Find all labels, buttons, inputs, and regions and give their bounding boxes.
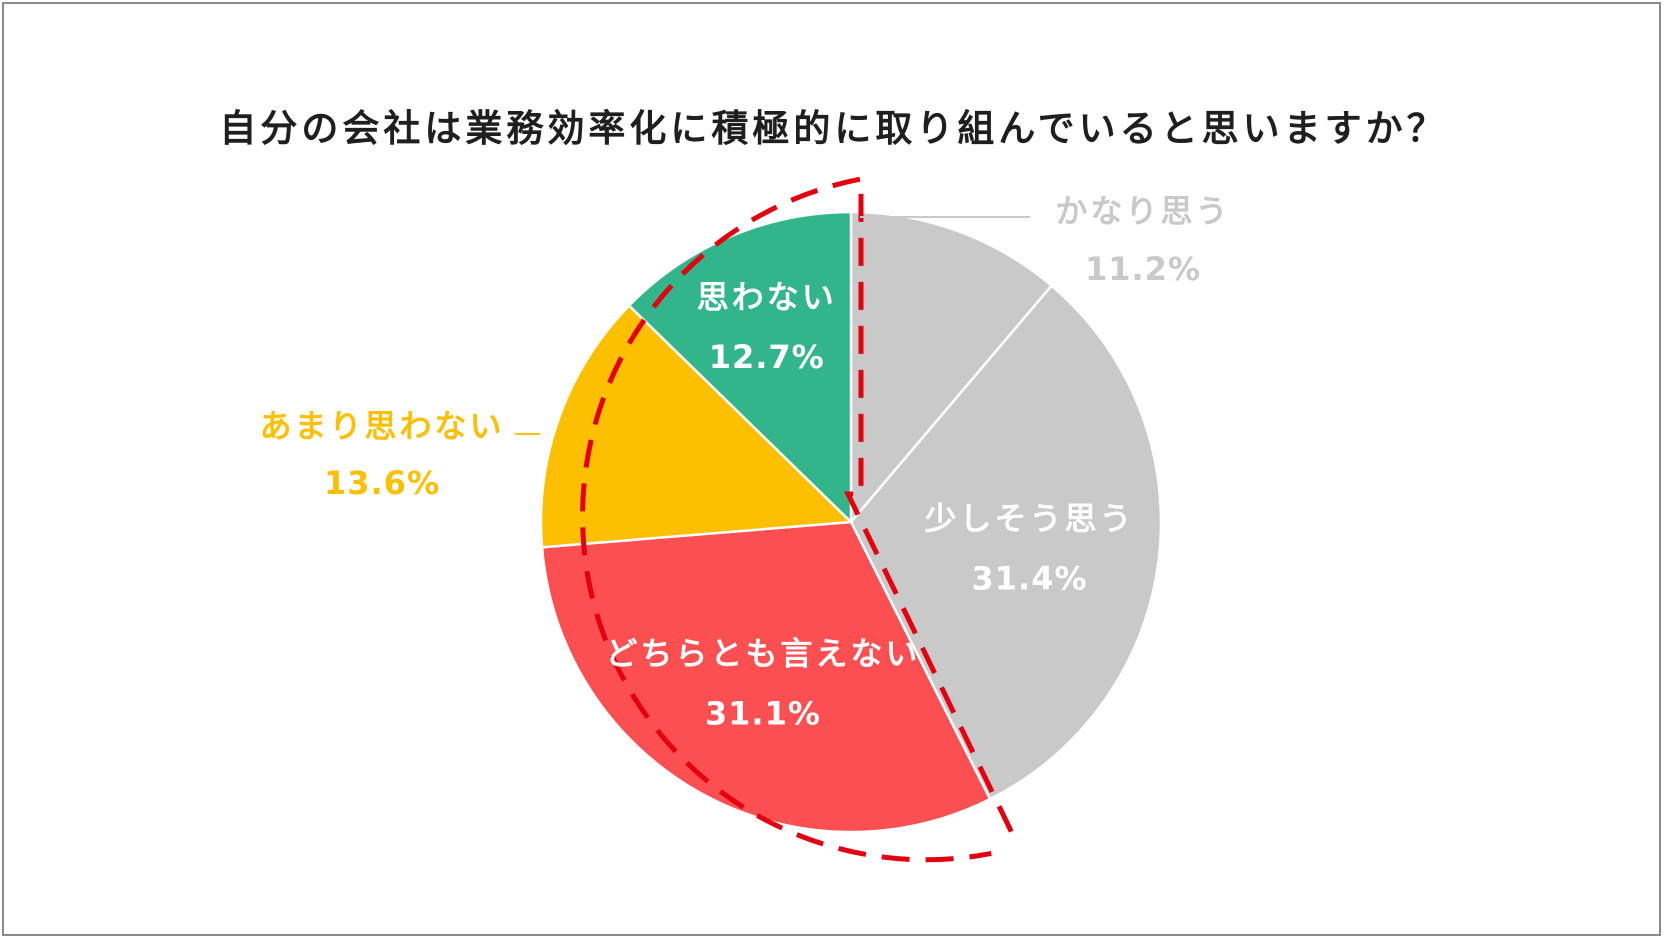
slice-2-wedge bbox=[849, 283, 1163, 801]
chart-title: 自分の会社は業務効率化に積極的に取り組んでいると思いますか？ bbox=[219, 107, 1448, 150]
pie-slices bbox=[539, 210, 1163, 834]
slice-4-value: 13.6% bbox=[324, 464, 440, 502]
slice-3-value: 31.1% bbox=[705, 695, 821, 733]
slice-3-label: どちらとも言えない bbox=[605, 635, 920, 673]
highlight-dashed-outline bbox=[580, 175, 1014, 863]
slice-5-value: 12.7% bbox=[709, 338, 825, 376]
slice-1-wedge bbox=[849, 210, 1054, 526]
slice-2-label: 少しそう思う bbox=[925, 499, 1135, 537]
slice-1-value: 11.2% bbox=[1085, 250, 1201, 288]
slice-5-label: 思わない bbox=[697, 278, 837, 316]
highlight-outline bbox=[580, 175, 1014, 863]
slice-1-label: かなり思う bbox=[1055, 192, 1230, 230]
slice-2-value: 31.4% bbox=[972, 559, 1088, 597]
leader-lines bbox=[515, 216, 1030, 435]
slice-4-label: あまり思わない bbox=[259, 407, 504, 445]
slice-3-wedge bbox=[540, 520, 992, 834]
slice-labels: かなり思う 11.2% 少しそう思う 31.4% どちらとも言えない 31.1% あまり思わ… bbox=[259, 192, 1230, 733]
